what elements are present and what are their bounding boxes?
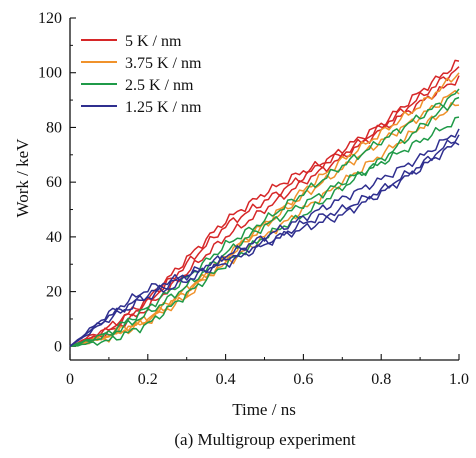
legend-label: 2.5 K / nm <box>125 77 194 94</box>
legend: 5 K / nm 3.75 K / nm 2.5 K / nm 1.25 K / nm <box>81 33 202 116</box>
series-line <box>69 88 460 348</box>
y-tick-label: 80 <box>46 119 62 136</box>
x-tick-label: 0.6 <box>293 371 313 388</box>
legend-label: 5 K / nm <box>125 33 182 50</box>
series-line <box>69 141 460 347</box>
x-axis-title: Time / ns <box>232 400 296 419</box>
x-tick-label: 0.2 <box>138 371 158 388</box>
series-line <box>69 128 460 347</box>
axes: 0 0.2 0.4 0.6 0.8 1.0 0 20 40 60 80 100 120 <box>38 10 469 388</box>
y-tick-label: 0 <box>54 338 62 355</box>
legend-label: 1.25 K / nm <box>125 99 202 116</box>
x-tick-label: 0.4 <box>216 371 236 388</box>
y-tick-label: 20 <box>46 284 62 301</box>
y-tick-label: 40 <box>46 229 62 246</box>
y-tick-label: 100 <box>38 65 62 82</box>
legend-label: 3.75 K / nm <box>125 55 202 72</box>
x-tick-label: 1.0 <box>449 371 469 388</box>
x-tick-label: 0 <box>66 371 74 388</box>
y-tick-label: 60 <box>46 174 62 191</box>
series-line <box>69 59 460 347</box>
x-tick-label: 0.8 <box>371 371 391 388</box>
series-line <box>69 134 460 347</box>
series-line <box>69 116 460 348</box>
series-line <box>69 89 460 348</box>
series-layer <box>69 59 460 348</box>
series-line <box>69 75 460 348</box>
y-axis-title: Work / keV <box>13 138 32 218</box>
y-tick-label: 120 <box>38 10 62 27</box>
series-line <box>69 102 460 348</box>
figure-caption: (a) Multigroup experiment <box>174 430 356 449</box>
series-line <box>69 66 460 347</box>
